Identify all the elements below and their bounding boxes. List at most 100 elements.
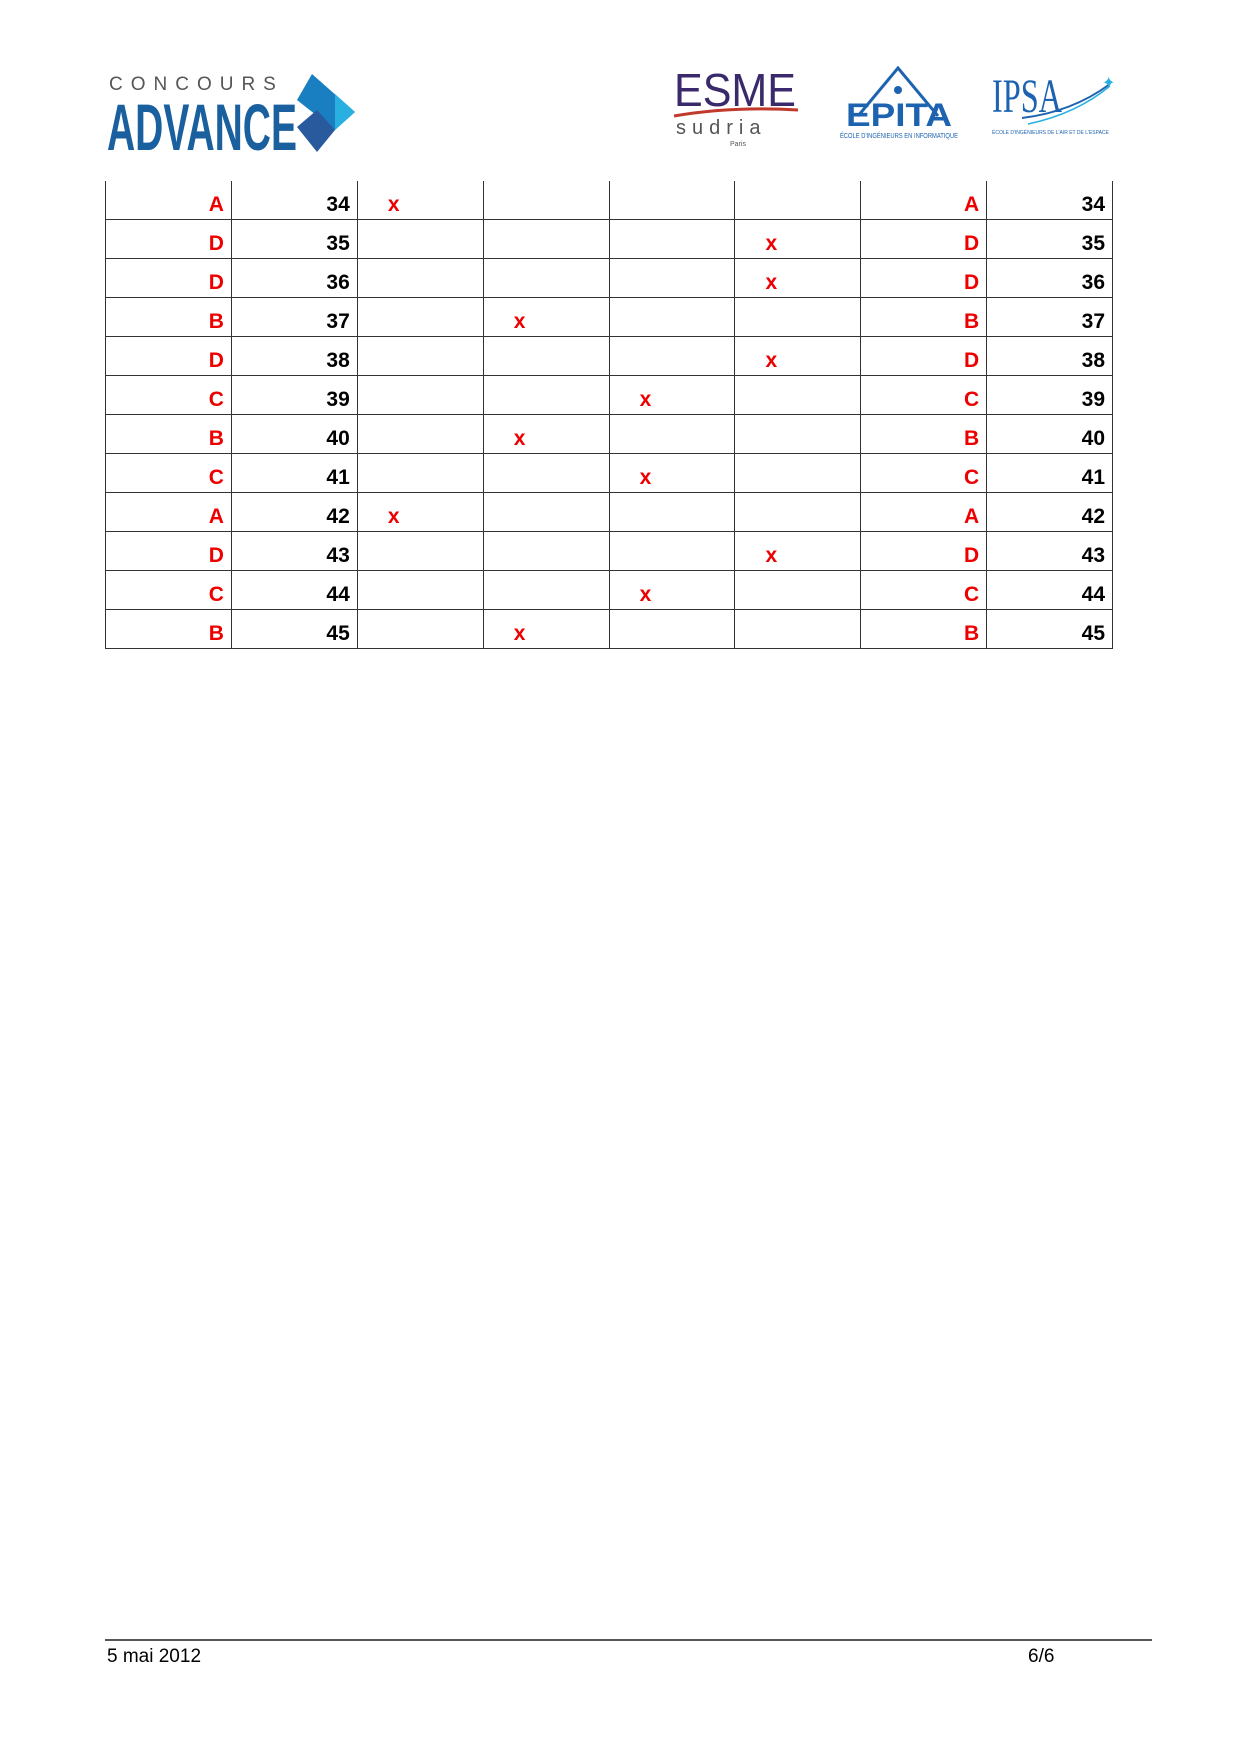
choice-cell: x xyxy=(734,531,862,571)
answer-cell: C xyxy=(860,570,988,610)
choice-cell xyxy=(482,531,610,571)
answer-cell: A xyxy=(105,492,232,532)
concours-advance-logo: CONCOURS ADVANCE xyxy=(107,74,355,154)
choice-cell xyxy=(356,609,484,649)
table-row: C 44 x C 44 xyxy=(105,570,1113,610)
table-row: C 41 x C 41 xyxy=(105,453,1113,493)
choice-cell xyxy=(356,414,484,454)
question-number-cell: 37 xyxy=(230,297,358,337)
answer-cell: C xyxy=(860,375,988,415)
table-row: B 37 x B 37 xyxy=(105,297,1113,337)
answer-cell: A xyxy=(860,181,988,220)
choice-cell xyxy=(608,531,736,571)
choice-cell xyxy=(734,414,862,454)
answer-cell: B xyxy=(105,414,232,454)
choice-cell xyxy=(734,181,862,220)
answer-cell: B xyxy=(860,609,988,649)
svg-text:IPSA: IPSA xyxy=(992,70,1062,123)
answer-cell: D xyxy=(860,531,988,571)
footer-date: 5 mai 2012 xyxy=(107,1646,202,1667)
answer-cell: A xyxy=(105,181,232,220)
choice-cell xyxy=(356,336,484,376)
choice-cell xyxy=(608,297,736,337)
question-number-cell: 45 xyxy=(986,609,1113,649)
ipsa-logo: IPSA ✦ ÉCOLE D'INGÉNIEURS DE L'AIR ET DE… xyxy=(992,70,1115,136)
choice-cell: x xyxy=(608,570,736,610)
answer-cell: D xyxy=(860,219,988,259)
svg-text:ÉCOLE D'INGÉNIEURS EN INFORMAT: ÉCOLE D'INGÉNIEURS EN INFORMATIQUE xyxy=(840,131,958,140)
choice-cell: x xyxy=(734,219,862,259)
question-number-cell: 39 xyxy=(230,375,358,415)
choice-cell xyxy=(482,219,610,259)
question-number-cell: 45 xyxy=(230,609,358,649)
answer-cell: B xyxy=(105,297,232,337)
choice-cell xyxy=(482,453,610,493)
choice-cell xyxy=(482,336,610,376)
question-number-cell: 41 xyxy=(986,453,1113,493)
choice-cell xyxy=(482,492,610,532)
table-row: D 36 x D 36 xyxy=(105,258,1113,298)
question-number-cell: 40 xyxy=(230,414,358,454)
esme-sudria-logo: ESME sudria Paris xyxy=(673,66,799,148)
choice-cell xyxy=(734,609,862,649)
answer-cell: B xyxy=(860,414,988,454)
choice-cell: x xyxy=(482,414,610,454)
choice-cell xyxy=(356,531,484,571)
svg-text:sudria: sudria xyxy=(676,117,766,139)
table-row: D 35 x D 35 xyxy=(105,219,1113,259)
question-number-cell: 41 xyxy=(230,453,358,493)
footer-page-number: 6/6 xyxy=(1028,1646,1055,1667)
question-number-cell: 38 xyxy=(230,336,358,376)
answer-cell: B xyxy=(860,297,988,337)
question-number-cell: 43 xyxy=(230,531,358,571)
question-number-cell: 35 xyxy=(230,219,358,259)
choice-cell xyxy=(734,570,862,610)
question-number-cell: 34 xyxy=(230,181,358,220)
choice-cell xyxy=(482,258,610,298)
choice-cell: x xyxy=(356,181,484,220)
question-number-cell: 39 xyxy=(986,375,1113,415)
choice-cell: x xyxy=(608,375,736,415)
choice-cell xyxy=(482,181,610,220)
answer-table: A 34 x A 34 D 35 x D 35 D 36 x D 36 B 37 x B 37 D 38 x D 38 C 39 x C… xyxy=(105,181,1113,649)
choice-cell xyxy=(356,375,484,415)
choice-cell xyxy=(356,297,484,337)
table-row: A 42 x A 42 xyxy=(105,492,1113,532)
question-number-cell: 42 xyxy=(230,492,358,532)
choice-cell: x xyxy=(482,609,610,649)
question-number-cell: 38 xyxy=(986,336,1113,376)
answer-cell: C xyxy=(860,453,988,493)
question-number-cell: 43 xyxy=(986,531,1113,571)
question-number-cell: 40 xyxy=(986,414,1113,454)
table-row: A 34 x A 34 xyxy=(105,181,1113,220)
choice-cell xyxy=(482,375,610,415)
answer-cell: C xyxy=(105,570,232,610)
answer-cell: D xyxy=(860,258,988,298)
table-row: D 38 x D 38 xyxy=(105,336,1113,376)
table-row: D 43 x D 43 xyxy=(105,531,1113,571)
choice-cell: x xyxy=(734,336,862,376)
epita-logo: EPITA ÉCOLE D'INGÉNIEURS EN INFORMATIQUE xyxy=(840,66,958,140)
table-row: B 40 x B 40 xyxy=(105,414,1113,454)
answer-cell: C xyxy=(105,453,232,493)
table-row: B 45 x B 45 xyxy=(105,609,1113,649)
choice-cell: x xyxy=(482,297,610,337)
choice-cell xyxy=(356,219,484,259)
choice-cell xyxy=(608,181,736,220)
question-number-cell: 36 xyxy=(986,258,1113,298)
svg-text:ADVANCE: ADVANCE xyxy=(107,90,297,154)
choice-cell xyxy=(734,492,862,532)
question-number-cell: 44 xyxy=(986,570,1113,610)
table-row: C 39 x C 39 xyxy=(105,375,1113,415)
question-number-cell: 37 xyxy=(986,297,1113,337)
choice-cell: x xyxy=(356,492,484,532)
answer-cell: D xyxy=(105,219,232,259)
footer-divider xyxy=(105,1639,1152,1641)
choice-cell xyxy=(356,570,484,610)
choice-cell xyxy=(608,258,736,298)
choice-cell xyxy=(482,570,610,610)
choice-cell xyxy=(608,336,736,376)
svg-text:CONCOURS: CONCOURS xyxy=(109,74,284,95)
question-number-cell: 36 xyxy=(230,258,358,298)
